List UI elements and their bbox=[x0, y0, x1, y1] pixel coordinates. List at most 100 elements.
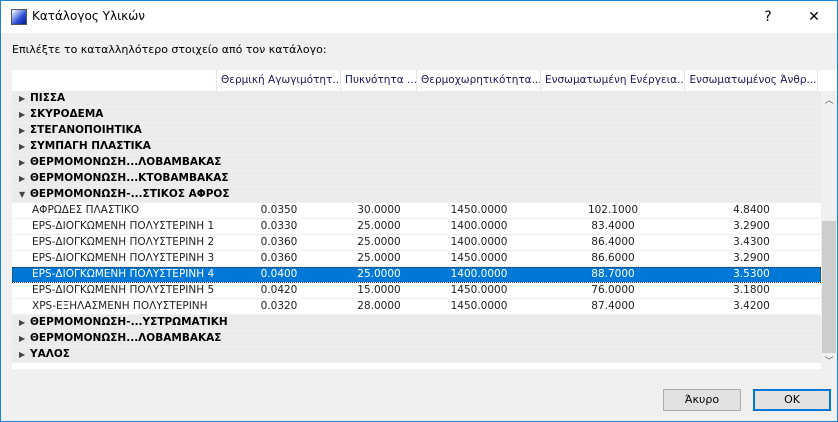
column-header-heat-capacity[interactable]: Θερμοχωρητικότητα... bbox=[417, 70, 541, 91]
expand-triangle-icon[interactable]: ▶ bbox=[19, 334, 26, 343]
help-button[interactable]: ? bbox=[764, 9, 772, 25]
item-value: 25.0000 bbox=[357, 236, 401, 248]
group-cell: ▶ ΣΤΕΓΑΝΟΠΟΙΗΤΙΚΑ bbox=[12, 123, 612, 138]
group-label: ΘΕΡΜΟΜΟΝΩΣΗ...ΛΟΒΑΜΒΑΚΑΣ bbox=[30, 332, 222, 344]
item-value: 28.0000 bbox=[357, 300, 401, 312]
title-bar: Κατάλογος Υλικών ? ✕ bbox=[1, 1, 837, 33]
group-cell: ▶ ΠΙΣΣΑ bbox=[12, 91, 612, 106]
column-header-density[interactable]: Πυκνότητα ... bbox=[341, 70, 417, 91]
scrollbar-thumb[interactable] bbox=[822, 221, 836, 353]
group-label: ΥΑΛΟΣ bbox=[30, 348, 70, 360]
list-item[interactable]: EPS-ΔΙΟΓΚΩΜΕΝΗ ΠΟΛΥΣΤΕΡΙΝΗ 2 0.0360 25.000… bbox=[12, 235, 821, 251]
item-value: 0.0330 bbox=[260, 220, 298, 232]
item-value: 1400.0000 bbox=[450, 220, 508, 232]
item-value: 0.0360 bbox=[260, 236, 298, 248]
column-header-embodied-energy[interactable]: Ενσωματωμένη Ενέργεια... bbox=[541, 70, 685, 91]
expand-triangle-icon[interactable]: ▶ bbox=[19, 142, 26, 151]
window-title: Κατάλογος Υλικών bbox=[32, 9, 145, 23]
item-value: 15.0000 bbox=[357, 284, 401, 296]
item-value: 1450.0000 bbox=[450, 300, 508, 312]
item-value: 1450.0000 bbox=[450, 204, 508, 216]
expand-triangle-icon[interactable]: ▶ bbox=[19, 126, 26, 135]
item-value: 3.2900 bbox=[733, 252, 770, 264]
item-value: 3.2900 bbox=[733, 220, 770, 232]
column-header-conductivity[interactable]: Θερμική Αγωγιμότητ... bbox=[217, 70, 341, 91]
item-value: 1400.0000 bbox=[450, 268, 508, 280]
group-label: ΘΕΡΜΟΜΟΝΩΣΗ...ΚΤΟΒΑΜΒΑΚΑΣ bbox=[30, 172, 229, 184]
close-button[interactable]: ✕ bbox=[808, 9, 820, 25]
group-label: ΣΚΥΡΟΔΕΜΑ bbox=[30, 108, 104, 120]
group-row[interactable]: ▶ ΣΥΜΠΑΓΗ ΠΛΑΣΤΙΚΑ bbox=[12, 139, 821, 155]
expand-triangle-icon[interactable]: ▶ bbox=[19, 350, 26, 359]
expand-triangle-icon[interactable]: ▶ bbox=[19, 110, 26, 119]
item-value: 1450.0000 bbox=[450, 252, 508, 264]
item-value: 30.0000 bbox=[357, 204, 401, 216]
item-value: 0.0400 bbox=[260, 268, 298, 280]
list-rows: ▶ ΠΙΣΣΑ ▶ ΣΚΥΡΟΔΕΜΑ ▶ ΣΤΕΓΑΝΟΠΟΙΗΤΙΚΑ ▶ ΣΥΜΠΑΓΗ… bbox=[12, 91, 821, 363]
item-value: 83.4000 bbox=[591, 220, 635, 232]
group-cell: ▶ ΘΕΡΜΟΜΟΝΩΣΗ...ΚΤΟΒΑΜΒΑΚΑΣ bbox=[12, 171, 612, 186]
column-header: Θερμική Αγωγιμότητ... Πυκνότητα ... Θερμ… bbox=[12, 70, 821, 91]
group-label: ΣΤΕΓΑΝΟΠΟΙΗΤΙΚΑ bbox=[30, 124, 142, 136]
selected-list-item[interactable]: EPS-ΔΙΟΓΚΩΜΕΝΗ ΠΟΛΥΣΤΕΡΙΝΗ 4 0.0400 25.000… bbox=[12, 267, 821, 283]
cancel-button[interactable]: Άκυρο bbox=[663, 389, 741, 411]
group-label: ΘΕΡΜΟΜΟΝΩΣΗ-...ΣΤΙΚΟΣ ΑΦΡΟΣ bbox=[30, 188, 230, 200]
prompt-label: Επιλέξτε το καταλληλότερο στοιχείο από τ… bbox=[12, 43, 327, 56]
group-row[interactable]: ▶ ΣΚΥΡΟΔΕΜΑ bbox=[12, 107, 821, 123]
item-name: XPS-ΕΞΗΛΑΣΜΕΝΗ ΠΟΛΥΣΤΕΡΙΝΗ bbox=[32, 300, 208, 312]
group-cell: ▶ ΥΑΛΟΣ bbox=[12, 347, 612, 362]
item-value: 102.1000 bbox=[587, 204, 639, 216]
group-row[interactable]: ▶ ΘΕΡΜΟΜΟΝΩΣΗ...ΚΤΟΒΑΜΒΑΚΑΣ bbox=[12, 171, 821, 187]
item-value: 1400.0000 bbox=[450, 236, 508, 248]
ok-button[interactable]: OK bbox=[753, 389, 831, 411]
group-cell: ▶ ΘΕΡΜΟΜΟΝΩΣΗ...ΛΟΒΑΜΒΑΚΑΣ bbox=[12, 331, 612, 346]
group-cell: ▶ ΘΕΡΜΟΜΟΝΩΣΗ...ΛΟΒΑΜΒΑΚΑΣ bbox=[12, 155, 612, 170]
item-value: 88.7000 bbox=[591, 268, 635, 280]
item-value: 25.0000 bbox=[357, 252, 401, 264]
column-header-name[interactable] bbox=[12, 70, 217, 91]
item-value: 0.0350 bbox=[260, 204, 298, 216]
list-item[interactable]: XPS-ΕΞΗΛΑΣΜΕΝΗ ΠΟΛΥΣΤΕΡΙΝΗ 0.0320 28.0000 1… bbox=[12, 299, 821, 315]
item-name: EPS-ΔΙΟΓΚΩΜΕΝΗ ΠΟΛΥΣΤΕΡΙΝΗ 4 bbox=[32, 268, 215, 280]
group-label: ΣΥΜΠΑΓΗ ΠΛΑΣΤΙΚΑ bbox=[30, 140, 151, 152]
scrollbar[interactable]: ︿ ﹀ bbox=[821, 91, 837, 369]
group-label: ΘΕΡΜΟΜΟΝΩΣΗ-...ΥΣΤΡΩΜΑΤΙΚΗ bbox=[30, 316, 228, 328]
item-value: 3.1800 bbox=[733, 284, 770, 296]
item-value: 25.0000 bbox=[357, 220, 401, 232]
collapse-triangle-icon[interactable]: ▼ bbox=[19, 190, 26, 199]
item-value: 3.5300 bbox=[733, 268, 770, 280]
expand-triangle-icon[interactable]: ▶ bbox=[19, 94, 26, 103]
item-value: 87.4000 bbox=[591, 300, 635, 312]
group-row[interactable]: ▶ ΘΕΡΜΟΜΟΝΩΣΗ...ΛΟΒΑΜΒΑΚΑΣ bbox=[12, 331, 821, 347]
group-cell: ▼ ΘΕΡΜΟΜΟΝΩΣΗ-...ΣΤΙΚΟΣ ΑΦΡΟΣ bbox=[12, 187, 612, 202]
expand-triangle-icon[interactable]: ▶ bbox=[19, 318, 26, 327]
column-header-embodied-carbon[interactable]: Ενσωματωμένος Άνθρ... bbox=[685, 70, 818, 91]
group-row[interactable]: ▶ ΥΑΛΟΣ bbox=[12, 347, 821, 363]
item-name: EPS-ΔΙΟΓΚΩΜΕΝΗ ΠΟΛΥΣΤΕΡΙΝΗ 1 bbox=[32, 220, 215, 232]
scroll-up-icon[interactable]: ︿ bbox=[824, 96, 834, 106]
material-list[interactable]: Θερμική Αγωγιμότητ... Πυκνότητα ... Θερμ… bbox=[12, 70, 837, 369]
item-value: 76.0000 bbox=[591, 284, 635, 296]
group-row[interactable]: ▶ ΣΤΕΓΑΝΟΠΟΙΗΤΙΚΑ bbox=[12, 123, 821, 139]
item-value: 0.0420 bbox=[260, 284, 298, 296]
group-cell: ▶ ΣΚΥΡΟΔΕΜΑ bbox=[12, 107, 612, 122]
expand-triangle-icon[interactable]: ▶ bbox=[19, 174, 26, 183]
item-value: 0.0320 bbox=[260, 300, 298, 312]
group-row[interactable]: ▶ ΘΕΡΜΟΜΟΝΩΣΗ...ΛΟΒΑΜΒΑΚΑΣ bbox=[12, 155, 821, 171]
item-value: 25.0000 bbox=[357, 268, 401, 280]
group-row[interactable]: ▼ ΘΕΡΜΟΜΟΝΩΣΗ-...ΣΤΙΚΟΣ ΑΦΡΟΣ bbox=[12, 187, 821, 203]
list-item[interactable]: ΑΦΡΩΔΕΣ ΠΛΑΣΤΙΚΟ 0.0350 30.0000 1450.0000 10… bbox=[12, 203, 821, 219]
list-item[interactable]: EPS-ΔΙΟΓΚΩΜΕΝΗ ΠΟΛΥΣΤΕΡΙΝΗ 3 0.0360 25.000… bbox=[12, 251, 821, 267]
expand-triangle-icon[interactable]: ▶ bbox=[19, 158, 26, 167]
group-row[interactable]: ▶ ΠΙΣΣΑ bbox=[12, 91, 821, 107]
item-name: ΑΦΡΩΔΕΣ ΠΛΑΣΤΙΚΟ bbox=[32, 204, 140, 216]
scroll-down-icon[interactable]: ﹀ bbox=[824, 357, 834, 367]
item-value: 3.4200 bbox=[733, 300, 770, 312]
list-item[interactable]: EPS-ΔΙΟΓΚΩΜΕΝΗ ΠΟΛΥΣΤΕΡΙΝΗ 5 0.0420 15.000… bbox=[12, 283, 821, 299]
group-row[interactable]: ▶ ΘΕΡΜΟΜΟΝΩΣΗ-...ΥΣΤΡΩΜΑΤΙΚΗ bbox=[12, 315, 821, 331]
group-label: ΘΕΡΜΟΜΟΝΩΣΗ...ΛΟΒΑΜΒΑΚΑΣ bbox=[30, 156, 222, 168]
item-value: 3.4300 bbox=[733, 236, 770, 248]
item-value: 0.0360 bbox=[260, 252, 298, 264]
item-value: 86.6000 bbox=[591, 252, 635, 264]
list-item[interactable]: EPS-ΔΙΟΓΚΩΜΕΝΗ ΠΟΛΥΣΤΕΡΙΝΗ 1 0.0330 25.000… bbox=[12, 219, 821, 235]
